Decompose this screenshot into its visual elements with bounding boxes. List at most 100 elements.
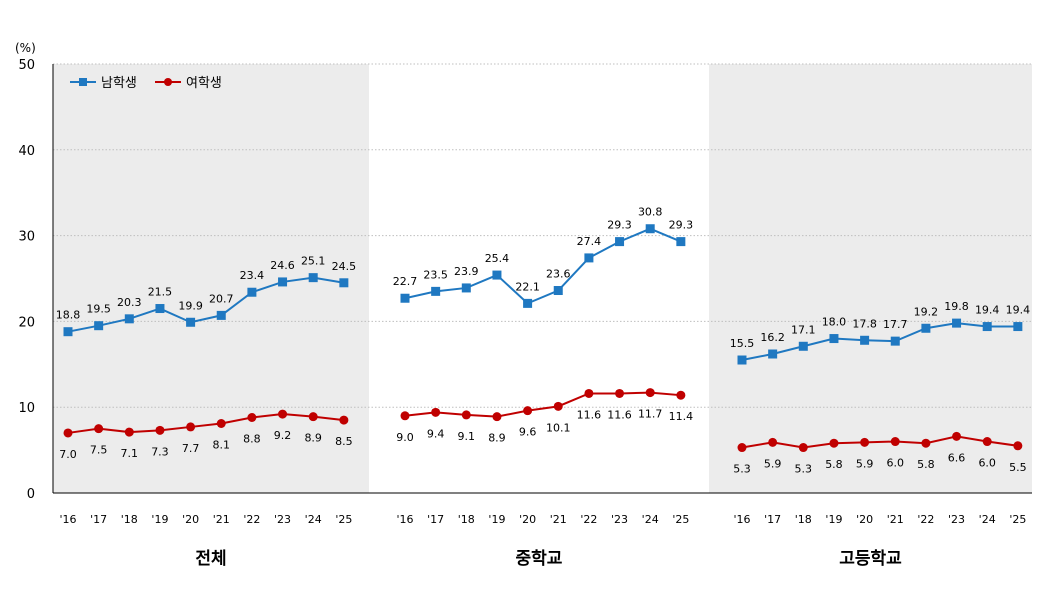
- data-label: 5.8: [825, 458, 843, 471]
- data-point: [247, 287, 257, 297]
- data-label: 5.9: [764, 457, 782, 470]
- data-label: 23.6: [546, 268, 571, 281]
- data-point: [523, 298, 533, 308]
- data-point: [952, 318, 962, 328]
- y-tick-label: 20: [18, 315, 35, 330]
- data-point: [400, 293, 410, 303]
- data-label: 23.5: [423, 268, 448, 281]
- data-point: [1013, 322, 1023, 332]
- data-point: [461, 410, 471, 420]
- x-tick-label: '19: [151, 513, 168, 526]
- data-point: [278, 409, 288, 419]
- series-line: [741, 322, 1018, 361]
- data-label: 19.5: [86, 303, 111, 316]
- data-label: 18.8: [56, 309, 81, 322]
- x-tick-label: '23: [274, 513, 291, 526]
- x-tick-label: '22: [917, 513, 934, 526]
- series-line: [67, 276, 345, 333]
- x-tick-label: '22: [580, 513, 597, 526]
- data-label: 17.1: [791, 323, 816, 336]
- x-tick-label: '20: [519, 513, 536, 526]
- y-tick-label: 50: [18, 58, 35, 73]
- data-point: [431, 407, 441, 417]
- data-point: [676, 390, 686, 400]
- data-point: [737, 443, 747, 453]
- x-tick-label: '18: [795, 513, 812, 526]
- data-point: [890, 336, 900, 346]
- data-point: [645, 388, 655, 398]
- data-label: 30.8: [638, 206, 663, 219]
- data-point: [492, 270, 502, 280]
- data-point: [186, 317, 196, 327]
- data-label: 9.6: [519, 426, 537, 439]
- x-tick-label: '24: [979, 513, 996, 526]
- panel-label: 중학교: [516, 549, 563, 569]
- data-label: 9.2: [274, 429, 292, 442]
- x-tick-label: '24: [305, 513, 322, 526]
- data-label: 5.3: [795, 463, 813, 476]
- data-label: 23.9: [454, 265, 479, 278]
- legend-label: 여학생: [186, 76, 222, 91]
- data-label: 29.3: [607, 219, 632, 232]
- data-point: [676, 237, 686, 247]
- x-tick-label: '20: [856, 513, 873, 526]
- x-tick-label: '18: [121, 513, 138, 526]
- data-point: [400, 411, 410, 421]
- data-point: [584, 253, 594, 263]
- panel-label: 고등학교: [839, 549, 902, 569]
- data-label: 19.4: [1006, 304, 1031, 317]
- x-tick-label: '18: [458, 513, 475, 526]
- data-point: [247, 412, 257, 422]
- data-point: [921, 323, 931, 333]
- data-point: [1013, 441, 1023, 451]
- data-label: 8.5: [335, 435, 353, 448]
- data-point: [737, 355, 747, 365]
- data-point: [829, 438, 839, 448]
- series-line: [741, 435, 1018, 449]
- data-label: 10.1: [546, 421, 571, 434]
- x-tick-label: '23: [948, 513, 965, 526]
- data-point: [553, 286, 563, 296]
- y-tick-label: 40: [18, 144, 35, 159]
- panel-background: [709, 64, 1032, 493]
- x-tick-label: '21: [213, 513, 230, 526]
- data-point: [890, 437, 900, 447]
- data-label: 7.7: [182, 442, 200, 455]
- x-tick-label: '16: [733, 513, 750, 526]
- data-label: 7.1: [121, 447, 139, 460]
- data-point: [339, 278, 349, 288]
- legend-marker: [79, 78, 87, 86]
- data-label: 5.8: [917, 458, 935, 471]
- data-label: 5.9: [856, 457, 874, 470]
- data-label: 15.5: [730, 337, 755, 350]
- y-tick-label: 30: [18, 230, 35, 245]
- data-point: [155, 425, 165, 435]
- data-label: 24.6: [270, 259, 295, 272]
- data-point: [615, 388, 625, 398]
- data-point: [645, 224, 655, 234]
- y-unit-label: (%): [15, 41, 36, 55]
- series-line: [67, 413, 344, 434]
- data-point: [829, 334, 839, 344]
- data-point: [982, 437, 992, 447]
- data-point: [339, 415, 349, 425]
- data-label: 9.1: [458, 430, 476, 443]
- data-label: 11.4: [669, 410, 694, 423]
- series-line: [404, 391, 681, 418]
- data-label: 9.0: [396, 431, 414, 444]
- data-point: [860, 335, 870, 345]
- data-label: 19.8: [944, 300, 969, 313]
- data-label: 19.4: [975, 304, 1000, 317]
- legend-marker: [164, 78, 172, 86]
- data-label: 7.3: [151, 445, 169, 458]
- data-point: [94, 321, 104, 331]
- data-label: 8.9: [304, 432, 322, 445]
- data-point: [768, 437, 778, 447]
- data-point: [431, 286, 441, 296]
- x-tick-label: '17: [764, 513, 781, 526]
- x-tick-label: '25: [335, 513, 352, 526]
- data-label: 5.5: [1009, 461, 1027, 474]
- y-tick-label: 0: [27, 487, 35, 502]
